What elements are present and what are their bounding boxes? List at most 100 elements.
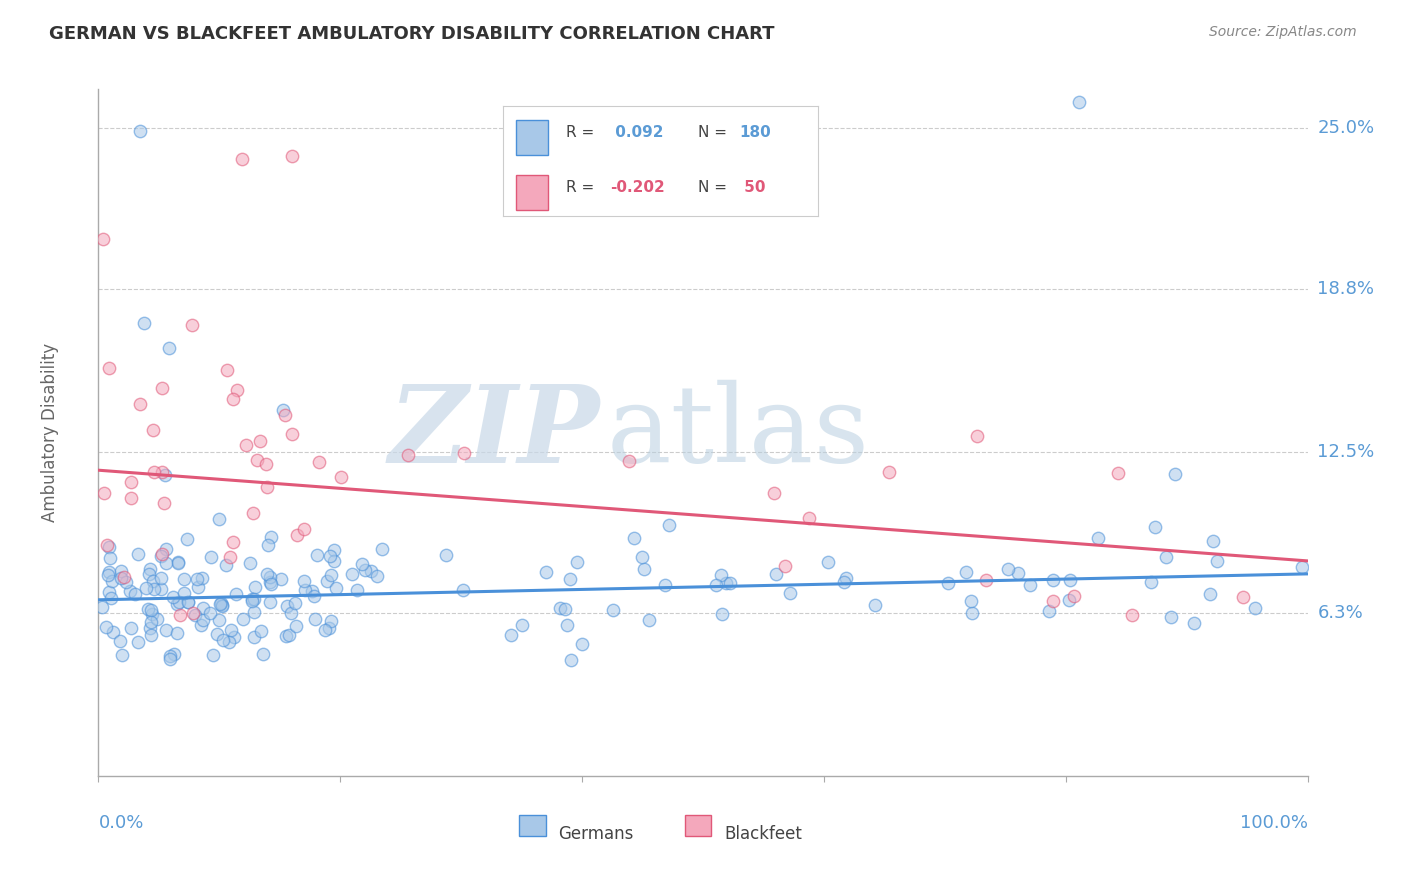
- Point: [243, 630, 266, 644]
- Point: [1160, 609, 1182, 624]
- Point: [658, 517, 681, 532]
- Point: [346, 582, 368, 597]
- Point: [211, 598, 233, 612]
- Point: [157, 341, 180, 355]
- Point: [329, 470, 352, 484]
- Point: [120, 622, 142, 636]
- Point: [1063, 589, 1085, 603]
- Point: [560, 652, 582, 666]
- Point: [181, 318, 204, 332]
- Point: [193, 601, 215, 615]
- Point: [259, 574, 281, 589]
- Point: [129, 397, 152, 411]
- Point: [139, 621, 162, 635]
- Point: [877, 465, 900, 479]
- Point: [115, 574, 138, 589]
- Point: [259, 595, 281, 609]
- Point: [938, 576, 960, 591]
- Point: [142, 423, 165, 437]
- Point: [232, 612, 254, 626]
- Point: [623, 531, 645, 545]
- Point: [201, 648, 224, 663]
- Point: [191, 613, 214, 627]
- Point: [314, 624, 336, 638]
- Point: [150, 549, 173, 563]
- Point: [166, 556, 188, 570]
- Point: [959, 594, 981, 608]
- Point: [242, 591, 264, 606]
- Point: [101, 625, 124, 640]
- Point: [305, 549, 328, 563]
- Point: [198, 606, 221, 620]
- Point: [128, 124, 150, 138]
- Point: [565, 555, 588, 569]
- Point: [186, 572, 208, 586]
- Point: [323, 542, 346, 557]
- Point: [654, 578, 676, 592]
- Point: [259, 570, 281, 584]
- Point: [97, 541, 120, 555]
- Point: [143, 465, 166, 479]
- Point: [181, 606, 204, 620]
- Point: [960, 606, 983, 620]
- Point: [453, 446, 475, 460]
- Point: [218, 635, 240, 649]
- Point: [167, 555, 190, 569]
- Text: 6.3%: 6.3%: [1317, 604, 1362, 622]
- Point: [775, 558, 797, 573]
- Point: [366, 569, 388, 583]
- Point: [222, 392, 245, 407]
- Point: [93, 485, 115, 500]
- Point: [350, 558, 373, 572]
- Point: [302, 589, 325, 603]
- Point: [208, 512, 231, 526]
- Point: [98, 551, 121, 566]
- Point: [94, 620, 117, 634]
- Point: [294, 582, 316, 597]
- Point: [231, 152, 253, 166]
- Point: [292, 522, 315, 536]
- Point: [277, 628, 299, 642]
- Point: [183, 607, 205, 622]
- Point: [139, 603, 162, 617]
- Point: [273, 402, 295, 417]
- Point: [163, 647, 186, 661]
- Point: [209, 597, 232, 611]
- Point: [243, 580, 266, 594]
- Point: [863, 598, 886, 612]
- Point: [1067, 95, 1090, 110]
- Point: [101, 574, 124, 589]
- Point: [955, 565, 977, 579]
- Point: [710, 568, 733, 582]
- Point: [1182, 615, 1205, 630]
- Point: [555, 618, 578, 632]
- Point: [211, 599, 233, 613]
- Point: [799, 511, 821, 525]
- Point: [111, 648, 134, 662]
- Point: [96, 538, 118, 552]
- Point: [1243, 600, 1265, 615]
- Point: [396, 448, 419, 462]
- Point: [1154, 550, 1177, 565]
- Point: [159, 648, 181, 663]
- Point: [285, 528, 308, 542]
- Text: 100.0%: 100.0%: [1240, 814, 1308, 832]
- Point: [191, 571, 214, 585]
- Point: [100, 591, 122, 606]
- Point: [145, 612, 167, 626]
- Point: [316, 574, 339, 588]
- Point: [132, 316, 155, 330]
- Point: [120, 491, 142, 505]
- Point: [256, 566, 278, 581]
- Point: [276, 629, 298, 643]
- Point: [274, 409, 297, 423]
- Point: [1107, 466, 1129, 480]
- Point: [325, 581, 347, 595]
- Text: 12.5%: 12.5%: [1317, 443, 1375, 461]
- Point: [1007, 566, 1029, 581]
- Point: [997, 562, 1019, 576]
- Point: [97, 567, 120, 582]
- Point: [633, 562, 655, 576]
- Point: [98, 565, 121, 579]
- Point: [276, 599, 298, 614]
